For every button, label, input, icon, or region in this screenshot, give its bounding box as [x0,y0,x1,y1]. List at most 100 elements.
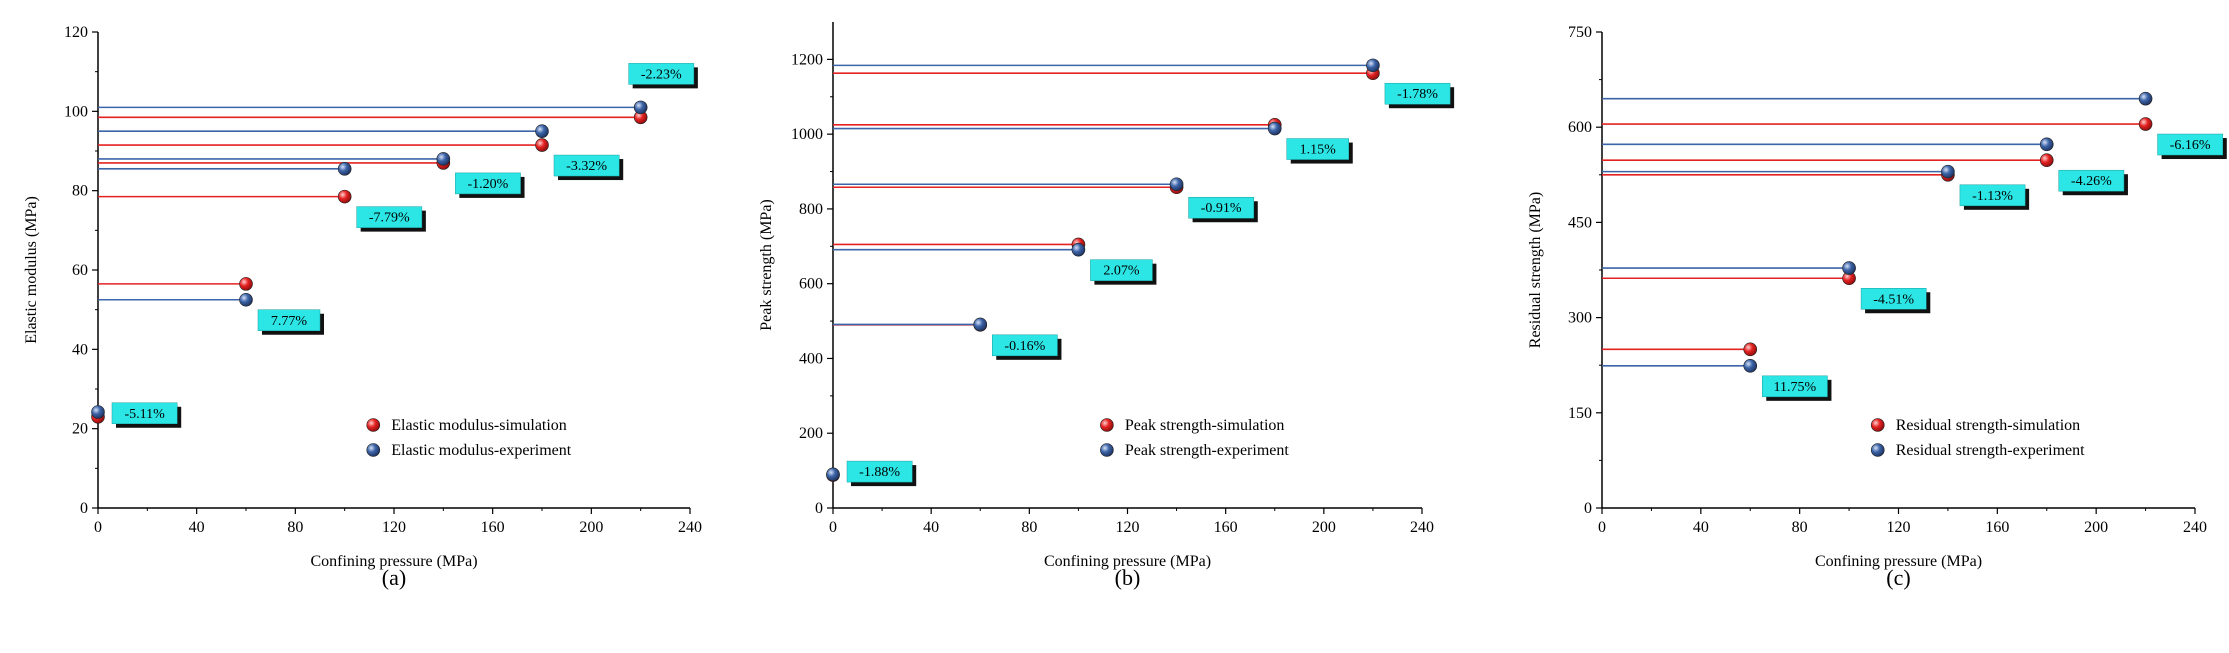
legend-marker-simulation [1870,418,1885,432]
legend-label-experiment: Elastic modulus-experiment [391,442,572,459]
y-tick-label: 100 [64,103,88,120]
experiment-point [535,124,549,138]
y-tick-label: 60 [72,262,88,279]
panel-caption: (b) [1115,565,1141,590]
x-tick-label: 80 [1792,519,1808,536]
x-axis-title: Confining pressure (MPa) [310,553,477,570]
x-tick-label: 0 [1598,519,1606,536]
experiment-point [2039,137,2054,152]
y-tick-label: 1000 [791,126,823,143]
annotation-box [628,63,695,85]
panel-caption: (a) [382,565,406,590]
annotation-label: -5.11% [124,407,165,422]
x-tick-label: 200 [1312,519,1336,536]
annotation-box [1384,82,1451,105]
y-tick-label: 40 [72,341,88,358]
x-tick-label: 240 [678,519,702,536]
chart-panel-b: 0 40 80 120 160 200 240 0 200 400 600 800 1000 1200 Co… [758,22,1455,590]
x-tick-label: 0 [94,519,102,536]
y-tick-label: 0 [1584,500,1592,517]
x-axis-title: Confining pressure (MPa) [1815,553,1982,570]
annotation-label: -6.16% [2170,138,2211,153]
x-tick-label: 240 [2183,519,2207,536]
annotation-box [846,460,913,483]
annotation-label: -7.79% [369,211,410,226]
x-tick-label: 240 [1410,519,1434,536]
simulation-point [239,277,253,291]
y-tick-label: 400 [799,350,823,367]
x-tick-label: 200 [2084,519,2108,536]
simulation-point [337,189,352,204]
annotation-label: -2.23% [641,67,682,82]
y-tick-label: 80 [72,183,88,200]
y-tick-label: 120 [64,24,88,41]
experiment-point [1071,242,1086,257]
annotation-label: -0.91% [1201,201,1242,216]
legend-marker-experiment [1870,443,1885,457]
x-tick-label: 160 [481,519,505,536]
experiment-point [1366,58,1380,73]
experiment-point [973,317,988,332]
legend-marker-experiment [366,443,381,457]
annotation-label: 2.07% [1103,264,1140,279]
annotation-label: -4.51% [1873,292,1914,307]
annotation-box [1762,375,1828,398]
annotation-label: -4.26% [2071,174,2112,189]
x-axis-title: Confining pressure (MPa) [1044,553,1211,570]
annotation-box [1860,288,1927,310]
annotation-label: -0.16% [1004,339,1045,354]
y-tick-label: 450 [1568,214,1592,231]
y-tick-label: 750 [1568,24,1592,41]
annotation-label: -1.88% [859,465,900,480]
experiment-point [633,100,648,115]
experiment-point [91,405,105,419]
x-tick-label: 160 [1985,519,2009,536]
legend-label-simulation: Elastic modulus-simulation [391,417,567,434]
simulation-point [535,138,549,152]
chart-panel-c: 0 40 80 120 160 200 240 0 150 300 450 600 750 Confini… [1527,24,2227,590]
annotation-label: -1.20% [468,177,509,192]
annotation-box [1959,184,2026,207]
y-axis-title: Elastic modulus (MPa) [23,196,40,344]
panel-caption: (c) [1886,565,1910,590]
y-tick-label: 800 [799,201,823,218]
experiment-point [1743,359,1758,373]
y-tick-label: 1200 [791,51,823,68]
experiment-point [1169,177,1184,192]
experiment-point [337,162,352,176]
experiment-point [1842,261,1856,275]
experiment-point [1267,121,1282,136]
y-axis-title: Peak strength (MPa) [758,199,775,331]
annotation-box [257,309,321,331]
experiment-point [826,467,840,482]
y-tick-label: 600 [799,276,823,293]
legend-label-simulation: Peak strength-simulation [1125,417,1285,434]
x-tick-label: 120 [382,519,406,536]
legend-marker-experiment [1100,443,1114,457]
legend-label-experiment: Peak strength-experiment [1125,442,1290,459]
y-tick-label: 0 [80,500,88,517]
y-tick-label: 0 [815,500,823,517]
y-axis-title: Residual strength (MPa) [1527,192,1544,348]
experiment-point [2138,91,2153,106]
simulation-point [2138,117,2153,131]
x-tick-label: 80 [1021,519,1037,536]
y-tick-label: 300 [1568,310,1592,327]
annotation-box [356,206,423,228]
x-tick-label: 40 [189,519,205,536]
chart-panel-a: 0 40 80 120 160 200 240 0 20 40 60 80 100 120 Confinin… [23,24,702,590]
x-tick-label: 0 [829,519,837,536]
simulation-point [2039,153,2054,168]
simulation-point [1743,342,1758,357]
annotation-box [1090,259,1153,281]
annotation-box [992,334,1058,357]
y-tick-label: 600 [1568,119,1592,136]
annotation-label: -3.32% [566,159,607,174]
annotation-box [1286,138,1349,160]
annotation-label: 1.15% [1300,143,1337,158]
annotation-box [455,172,521,195]
x-tick-label: 120 [1116,519,1140,536]
experiment-point [239,292,253,307]
legend-label-experiment: Residual strength-experiment [1896,442,2085,459]
